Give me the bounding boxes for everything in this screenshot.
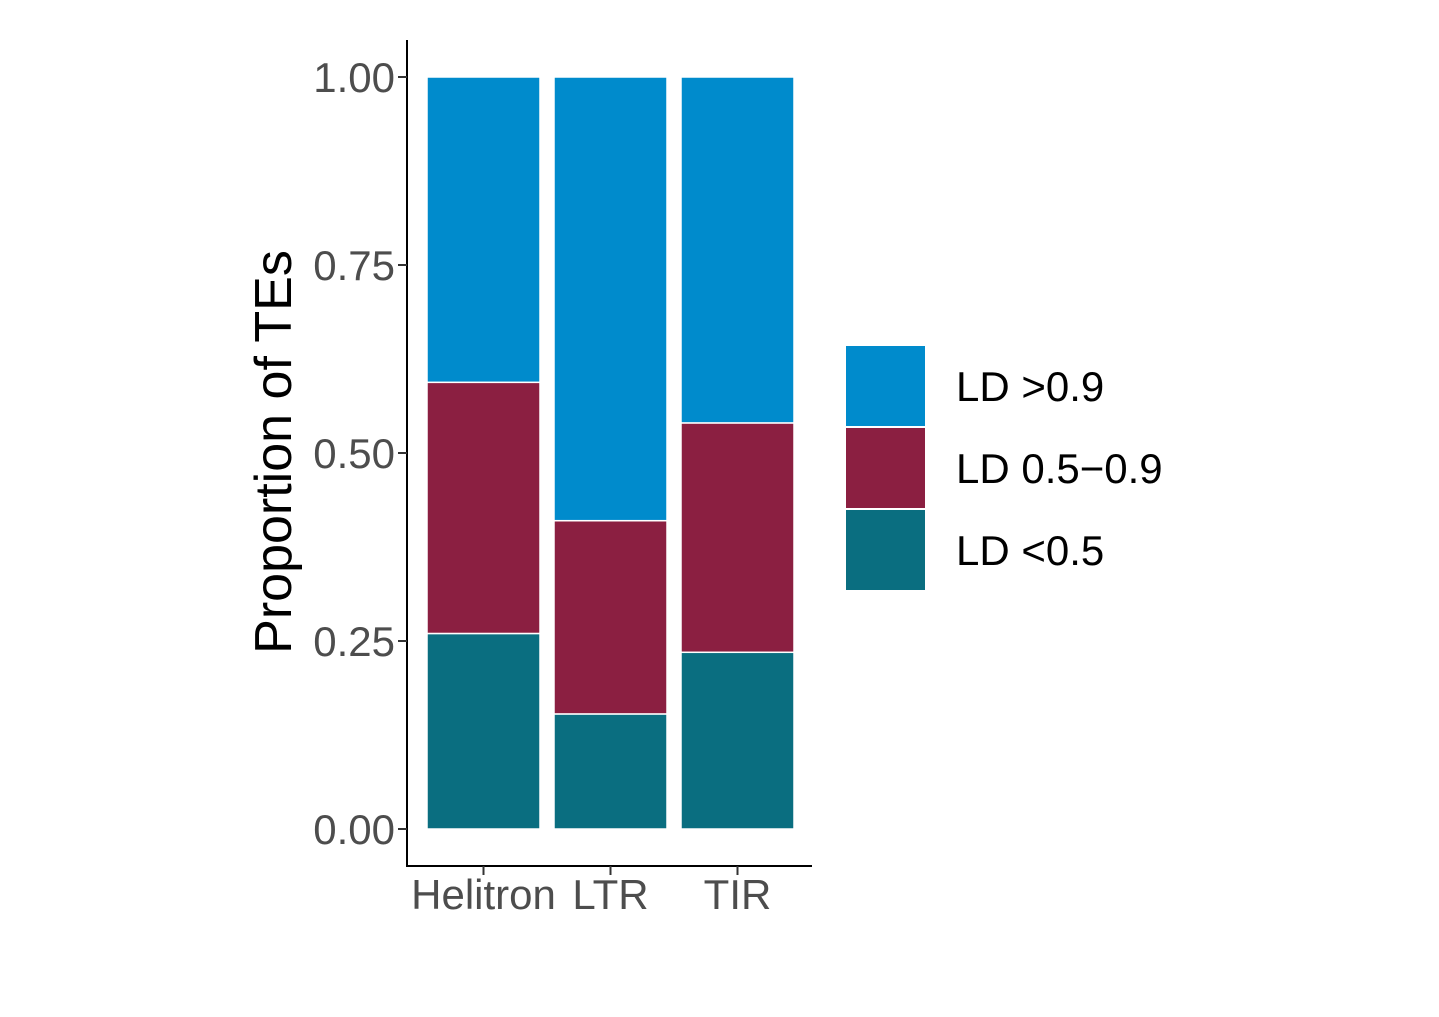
x-tick-label: LTR [572, 871, 648, 918]
legend-key [846, 428, 925, 508]
legend-key [846, 346, 925, 426]
bars-layer [426, 76, 795, 830]
bar-segment [680, 76, 795, 424]
y-tick-label: 1.00 [313, 54, 395, 101]
bar-segment [553, 713, 668, 830]
bar-segment [553, 519, 668, 715]
x-ticks: Helitron LTR TIR [411, 866, 771, 918]
legend-label: LD 0.5−0.9 [956, 445, 1163, 492]
y-ticks: 0.00 0.25 0.50 0.75 1.00 [313, 54, 407, 853]
y-tick-label: 0.50 [313, 430, 395, 477]
y-tick-label: 0.00 [313, 806, 395, 853]
legend: LD >0.9 LD 0.5−0.9 LD <0.5 [846, 346, 1163, 590]
y-tick-label: 0.75 [313, 242, 395, 289]
x-tick-label: TIR [704, 871, 772, 918]
y-tick-label: 0.25 [313, 618, 395, 665]
bar-segment [426, 632, 541, 830]
y-axis-title: Proportion of TEs [245, 250, 303, 654]
legend-key [846, 510, 925, 590]
x-tick-label: Helitron [411, 871, 556, 918]
bar-segment [426, 76, 541, 384]
bar-segment [426, 381, 541, 635]
bar-segment [680, 422, 795, 654]
bar-segment [680, 651, 795, 830]
legend-label: LD <0.5 [956, 527, 1104, 574]
bar-segment [553, 76, 668, 522]
legend-label: LD >0.9 [956, 363, 1104, 410]
